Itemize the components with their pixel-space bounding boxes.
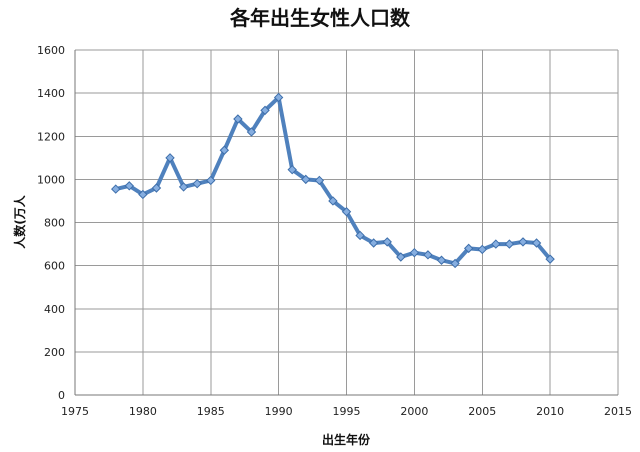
y-tick-label: 1200 — [37, 130, 65, 143]
data-point-marker — [531, 238, 542, 248]
data-point-marker — [151, 183, 162, 193]
x-axis-label: 出生年份 — [322, 432, 371, 447]
y-tick-label: 400 — [44, 303, 65, 316]
data-point-marker — [382, 237, 392, 247]
chart-title: 各年出生女性人口数 — [229, 6, 411, 30]
data-point-marker — [341, 207, 352, 217]
data-point-marker — [423, 250, 433, 260]
tick-labels: 1975 1980 1985 1990 1995 2000 2005 2010 2015 0 200… — [37, 44, 632, 418]
x-tick-label: 1990 — [265, 405, 293, 418]
data-point-marker — [328, 196, 338, 206]
data-point-marker — [463, 243, 474, 254]
data-point-marker — [273, 92, 284, 103]
data-point-marker — [287, 164, 297, 175]
x-tick-label: 1985 — [197, 405, 225, 418]
y-tick-label: 0 — [58, 389, 65, 402]
x-tick-label: 2010 — [536, 405, 564, 418]
data-point-marker — [138, 189, 148, 200]
x-tick-label: 2000 — [400, 405, 428, 418]
x-tick-label: 1980 — [129, 405, 157, 418]
series-line — [113, 95, 553, 266]
data-point-marker — [206, 175, 216, 186]
grid-lines — [74, 49, 619, 396]
data-point-marker — [545, 254, 555, 264]
data-point-marker — [477, 244, 487, 255]
data-point-marker — [396, 252, 406, 262]
data-point-marker — [192, 178, 202, 189]
data-point-marker — [409, 247, 420, 258]
data-point-marker — [301, 174, 311, 185]
y-tick-label: 1400 — [37, 87, 65, 100]
data-point-marker — [491, 239, 501, 249]
y-axis-label: 人数(万人 — [12, 194, 27, 248]
data-point-marker — [368, 238, 379, 248]
data-point-marker — [111, 184, 121, 194]
data-point-marker — [260, 105, 270, 116]
data-point-marker — [436, 255, 447, 265]
data-point-marker — [165, 153, 175, 163]
x-tick-label: 1975 — [61, 405, 89, 418]
data-point-marker — [450, 258, 460, 269]
series-layer — [111, 92, 555, 269]
axes — [74, 50, 618, 396]
data-point-marker — [219, 145, 230, 155]
x-tick-label: 2015 — [604, 405, 632, 418]
data-point-marker — [124, 181, 135, 191]
x-tick-label: 1995 — [333, 405, 361, 418]
y-tick-label: 800 — [44, 217, 65, 230]
data-point-marker — [178, 182, 189, 192]
x-tick-label: 2005 — [468, 405, 496, 418]
y-tick-label: 600 — [44, 260, 65, 273]
data-point-marker — [233, 114, 243, 124]
y-tick-label: 1000 — [37, 173, 65, 186]
data-point-marker — [355, 230, 365, 241]
data-point-marker — [504, 239, 515, 249]
data-point-marker — [314, 175, 325, 186]
data-point-marker — [246, 127, 257, 137]
y-tick-label: 200 — [44, 346, 65, 359]
y-tick-label: 1600 — [37, 44, 65, 57]
data-point-marker — [518, 237, 528, 247]
